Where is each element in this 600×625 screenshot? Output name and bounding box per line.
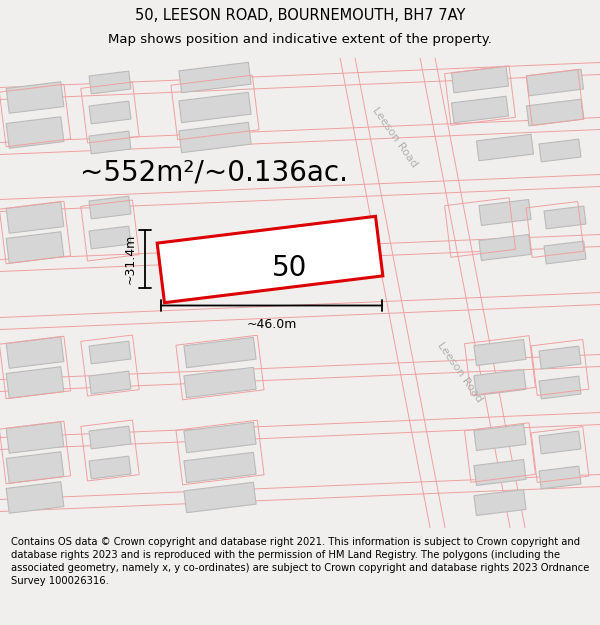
Text: Leeson Road: Leeson Road <box>371 106 419 169</box>
Text: 50: 50 <box>272 254 308 281</box>
Polygon shape <box>89 371 131 394</box>
Polygon shape <box>539 466 581 489</box>
Text: Map shows position and indicative extent of the property.: Map shows position and indicative extent… <box>108 33 492 46</box>
Polygon shape <box>6 202 64 233</box>
Polygon shape <box>451 66 509 92</box>
Polygon shape <box>89 456 131 479</box>
Polygon shape <box>526 69 584 96</box>
Polygon shape <box>157 216 383 302</box>
Polygon shape <box>6 337 64 368</box>
Polygon shape <box>544 206 586 229</box>
Polygon shape <box>89 196 131 219</box>
Polygon shape <box>89 101 131 124</box>
Text: ~552m²/~0.136ac.: ~552m²/~0.136ac. <box>80 159 348 186</box>
Polygon shape <box>474 489 526 516</box>
Polygon shape <box>6 232 64 263</box>
Polygon shape <box>89 131 131 154</box>
Polygon shape <box>6 117 64 148</box>
Polygon shape <box>474 339 526 366</box>
Polygon shape <box>6 422 64 453</box>
Polygon shape <box>539 431 581 454</box>
Polygon shape <box>184 482 256 512</box>
Polygon shape <box>544 241 586 264</box>
Polygon shape <box>6 452 64 483</box>
Polygon shape <box>539 376 581 399</box>
Polygon shape <box>479 234 531 261</box>
Polygon shape <box>179 62 251 92</box>
Polygon shape <box>179 92 251 123</box>
Text: ~31.4m: ~31.4m <box>124 234 137 284</box>
Polygon shape <box>89 426 131 449</box>
Polygon shape <box>179 122 251 152</box>
Polygon shape <box>89 226 131 249</box>
Polygon shape <box>184 452 256 482</box>
Polygon shape <box>184 368 256 398</box>
Polygon shape <box>526 99 584 126</box>
Polygon shape <box>474 424 526 451</box>
Text: Contains OS data © Crown copyright and database right 2021. This information is : Contains OS data © Crown copyright and d… <box>11 537 589 586</box>
Polygon shape <box>6 482 64 513</box>
Polygon shape <box>184 422 256 452</box>
Text: ~46.0m: ~46.0m <box>247 318 296 331</box>
Polygon shape <box>474 369 526 396</box>
Polygon shape <box>89 71 131 94</box>
Polygon shape <box>89 341 131 364</box>
Polygon shape <box>6 82 64 113</box>
Polygon shape <box>6 367 64 398</box>
Text: 50, LEESON ROAD, BOURNEMOUTH, BH7 7AY: 50, LEESON ROAD, BOURNEMOUTH, BH7 7AY <box>135 8 465 23</box>
Polygon shape <box>476 134 533 161</box>
Polygon shape <box>539 346 581 369</box>
Polygon shape <box>539 139 581 162</box>
Polygon shape <box>184 338 256 367</box>
Polygon shape <box>474 459 526 486</box>
Polygon shape <box>479 199 531 226</box>
Text: Leeson Road: Leeson Road <box>436 341 484 404</box>
Polygon shape <box>451 96 509 122</box>
